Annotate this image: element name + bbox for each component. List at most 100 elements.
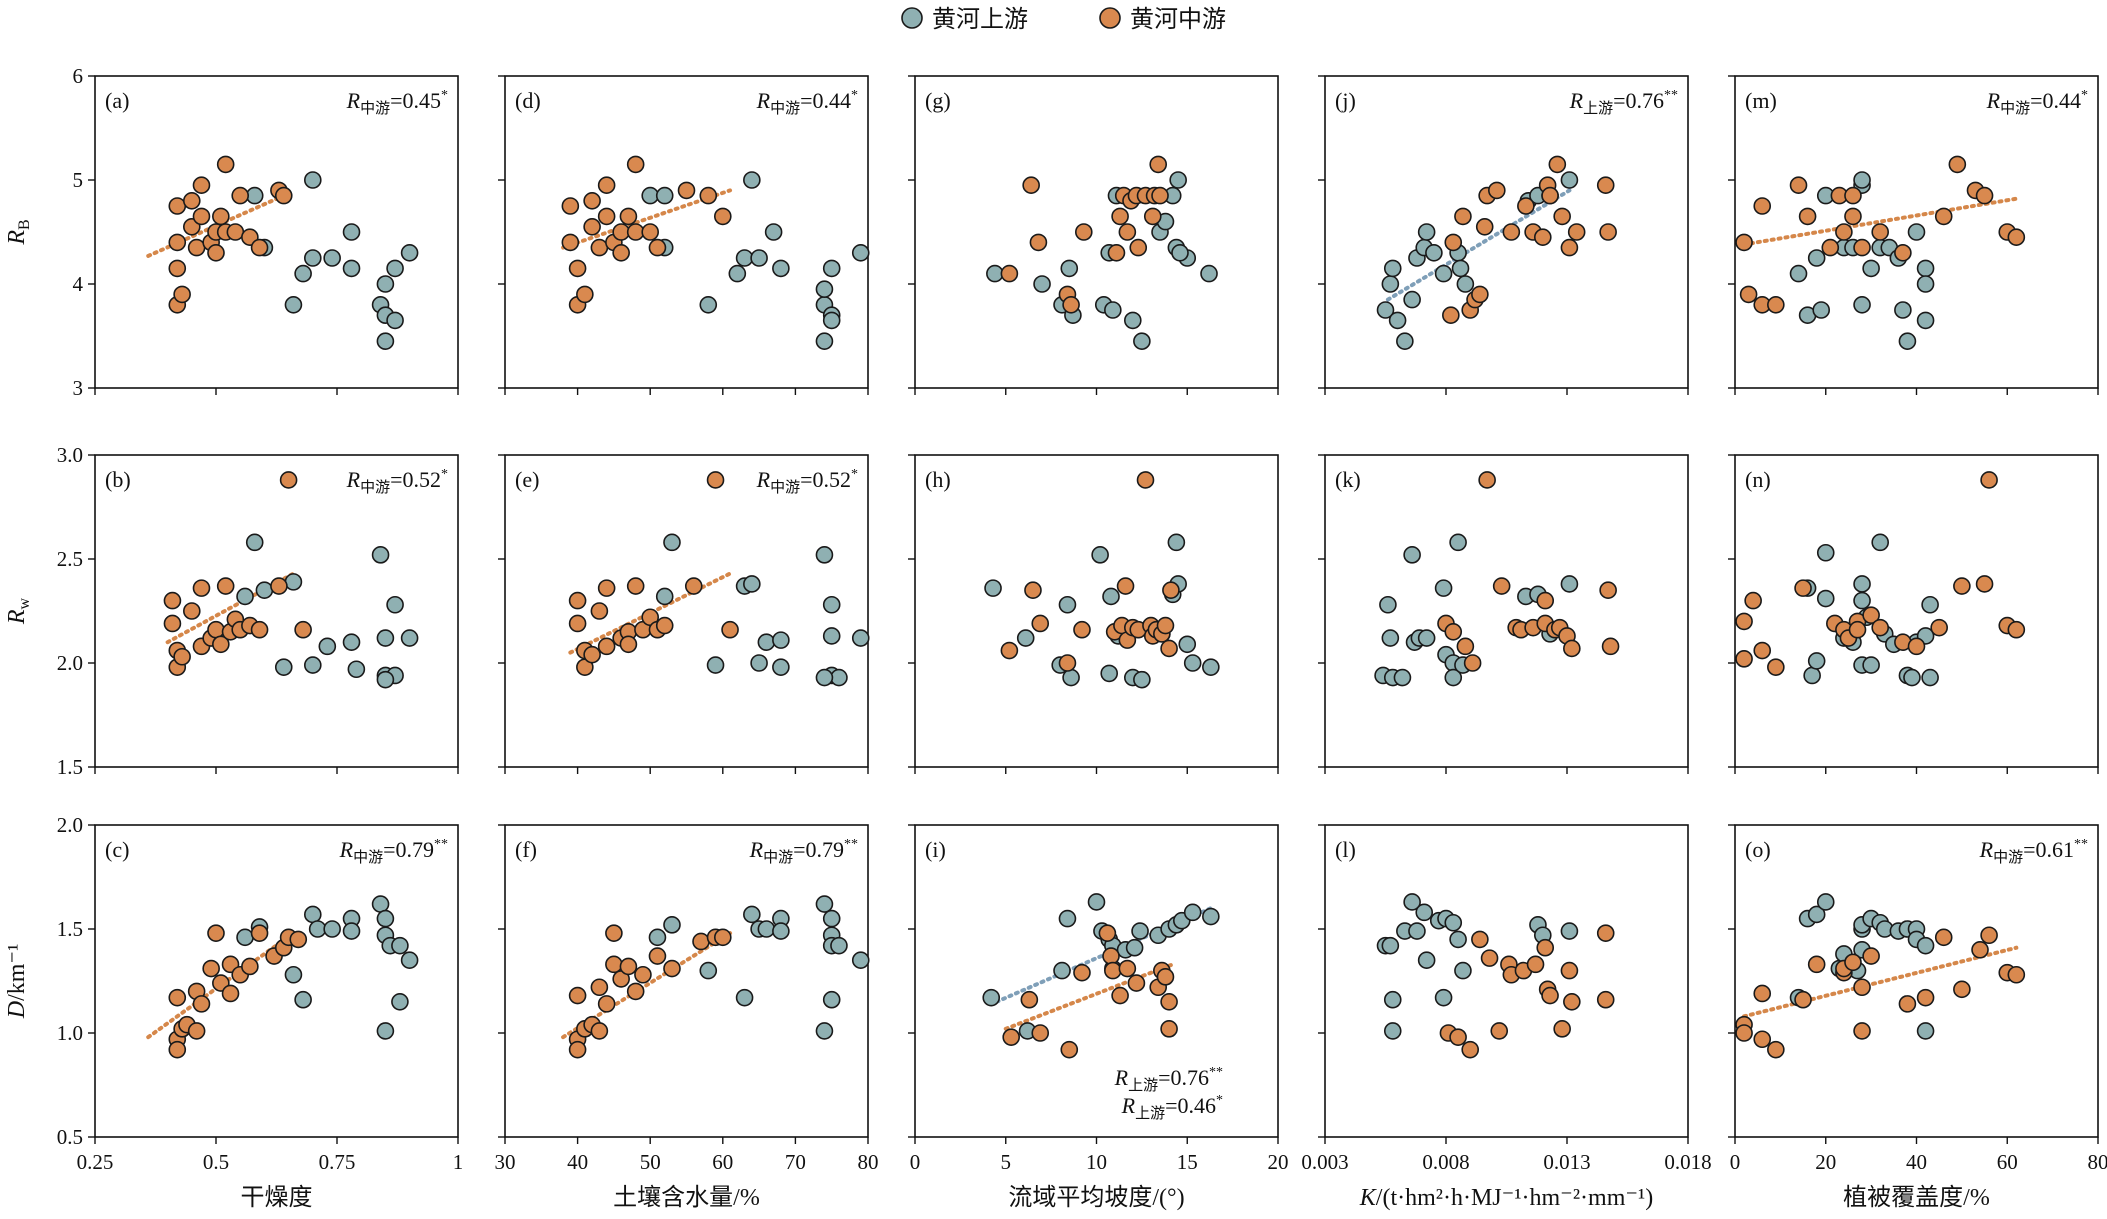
legend-label: 黄河中游 <box>1130 6 1226 33</box>
data-point <box>168 1040 187 1059</box>
data-point <box>1060 1040 1079 1059</box>
data-point <box>1599 223 1617 241</box>
data-point <box>1596 990 1615 1009</box>
data-point <box>1753 295 1772 314</box>
data-point <box>1000 264 1019 283</box>
data-point <box>750 249 768 267</box>
legend-marker <box>1099 7 1121 29</box>
data-point <box>1880 238 1899 257</box>
data-point <box>1953 577 1971 595</box>
data-point <box>648 947 667 965</box>
data-point <box>255 238 274 257</box>
data-point <box>1488 181 1506 200</box>
data-point <box>1502 965 1521 984</box>
data-point <box>597 637 616 656</box>
series-middle <box>168 155 293 314</box>
data-point <box>1444 668 1463 687</box>
data-point <box>576 285 594 304</box>
data-point <box>984 579 1002 597</box>
data-point <box>583 192 601 210</box>
data-point <box>1862 909 1880 928</box>
data-point <box>241 957 259 976</box>
y-tick-label: 2.5 <box>57 547 83 571</box>
data-point <box>663 533 681 552</box>
x-tick-label: 0 <box>1730 1150 1741 1174</box>
data-point <box>1403 546 1421 564</box>
data-point <box>386 259 404 278</box>
data-point <box>1020 990 1039 1009</box>
data-point <box>772 922 790 940</box>
data-point <box>1844 955 1862 974</box>
data-point <box>1124 618 1142 637</box>
data-point <box>1415 903 1434 922</box>
data-point <box>1907 930 1926 949</box>
data-point <box>1156 212 1175 231</box>
series-upper <box>1789 893 1935 1040</box>
data-point <box>1173 911 1191 930</box>
data-point <box>772 631 790 649</box>
data-point <box>1830 959 1849 978</box>
data-point <box>1903 668 1921 687</box>
series-middle <box>1000 155 1169 314</box>
data-point <box>1454 961 1472 980</box>
x-tick-label: 0 <box>910 1150 921 1174</box>
data-point <box>612 970 630 988</box>
data-point <box>1560 238 1579 257</box>
data-point <box>226 223 245 241</box>
panel-label: (f) <box>515 837 537 862</box>
data-point <box>1744 591 1762 610</box>
data-point <box>1524 618 1542 637</box>
data-point <box>163 614 182 633</box>
series-middle <box>1442 155 1617 325</box>
data-point <box>576 641 594 660</box>
data-point <box>376 306 395 325</box>
data-point <box>1534 926 1552 945</box>
data-point <box>1415 238 1434 257</box>
data-point <box>612 223 630 241</box>
x-tick-label: 10 <box>1086 1150 1107 1174</box>
data-point <box>830 668 848 687</box>
data-point <box>1149 978 1168 997</box>
data-point <box>757 920 776 938</box>
data-point <box>1803 666 1821 685</box>
data-point <box>1403 893 1421 911</box>
data-point <box>1916 1022 1935 1040</box>
data-point <box>1767 658 1785 676</box>
data-point <box>1442 306 1460 325</box>
data-point <box>1100 664 1119 683</box>
data-point <box>245 186 264 205</box>
data-point <box>1031 1024 1050 1042</box>
data-point <box>1058 909 1077 928</box>
data-point <box>1111 986 1129 1005</box>
panel-label: (d) <box>515 88 541 113</box>
trend-line <box>561 931 733 1040</box>
data-point <box>1417 223 1436 241</box>
data-point <box>1794 990 1812 1009</box>
data-point <box>1143 207 1162 226</box>
data-point <box>250 918 269 936</box>
data-point <box>612 629 630 647</box>
data-point <box>1396 332 1414 351</box>
data-point <box>1553 207 1571 226</box>
x-tick-label: 40 <box>567 1150 588 1174</box>
data-point <box>1408 249 1426 267</box>
series-upper <box>1789 171 1935 351</box>
data-point <box>815 332 834 351</box>
series-middle <box>1002 924 1178 1059</box>
legend-marker <box>901 7 923 29</box>
data-point <box>1789 264 1808 283</box>
series-upper <box>236 533 419 689</box>
plot-frame <box>914 454 1279 768</box>
data-point <box>250 924 269 942</box>
data-point <box>202 233 220 252</box>
data-point <box>655 186 674 205</box>
data-point <box>1507 618 1525 637</box>
data-point <box>1029 233 1048 252</box>
data-point <box>231 186 249 205</box>
data-point <box>1529 585 1547 604</box>
data-point <box>626 982 645 1001</box>
data-point <box>1147 620 1166 639</box>
x-tick-label: 1 <box>453 1150 464 1174</box>
data-point <box>212 635 230 654</box>
data-point <box>1454 656 1472 674</box>
